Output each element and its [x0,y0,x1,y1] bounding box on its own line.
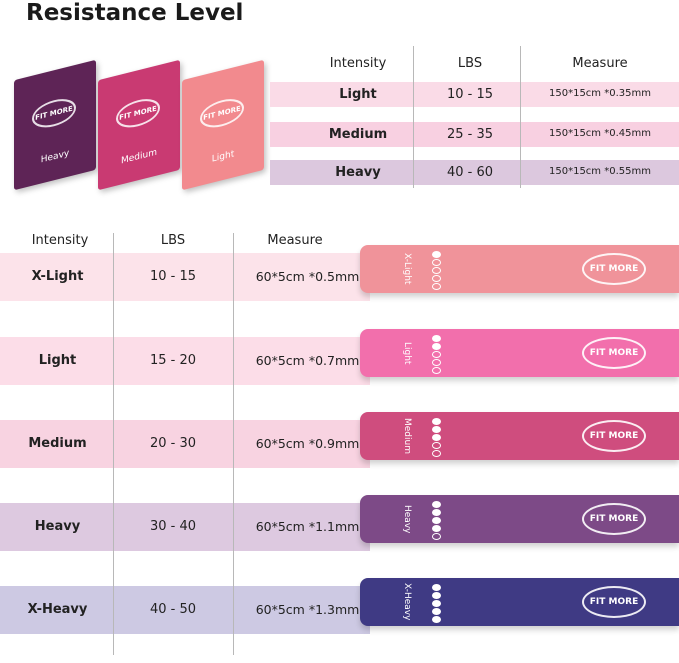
intensity-cell: Medium [328,127,388,142]
lbs-cell: 20 - 30 [149,436,197,451]
page-title: Resistance Level [26,0,244,26]
fit-more-logo: FIT MORE [116,94,160,132]
loop-band-label: X-Heavy [402,583,412,621]
level-dot-icon [432,251,441,258]
column-divider [233,233,234,655]
intensity-cell: Light [38,353,77,368]
table-row-band [0,337,370,385]
fit-more-logo: FIT MORE [582,253,646,285]
column-header: Intensity [329,56,387,71]
level-dot-icon [432,275,441,282]
loop-band-label: Heavy [402,504,412,534]
level-dot-icon [432,501,441,508]
level-dot-icon [432,592,441,599]
lbs-cell: 10 - 15 [149,269,197,284]
intensity-cell: Heavy [335,165,381,180]
resistance-level-dots [432,335,441,374]
table-row-band [270,122,679,147]
lbs-cell: 40 - 60 [446,165,494,180]
loop-band: X-Heavy FIT MORE [360,578,679,626]
measure-cell: 60*5cm *1.1mm [255,519,360,534]
level-dot-icon [432,335,441,342]
lbs-cell: 30 - 40 [149,519,197,534]
lbs-cell: 40 - 50 [149,602,197,617]
sheet-label: Heavy [40,148,70,166]
fit-more-logo: FIT MORE [582,503,646,535]
sheet-label: Medium [121,147,157,167]
measure-cell: 60*5cm *0.5mm [255,269,360,284]
band-sheet: FIT MORE Light [182,59,264,191]
loop-band: Light FIT MORE [360,329,679,377]
lbs-cell: 25 - 35 [446,127,494,142]
level-dot-icon [432,343,441,350]
intensity-cell: Heavy [34,519,81,534]
sheet-label: Light [211,149,235,165]
measure-cell: 150*15cm *0.55mm [549,166,651,177]
column-divider [520,46,521,188]
band-sheet: FIT MORE Heavy [14,59,96,191]
fit-more-logo: FIT MORE [582,337,646,369]
table-row-band [270,160,679,185]
intensity-cell: Light [339,87,377,102]
loop-band: X-Light FIT MORE [360,245,679,293]
level-dot-icon [432,600,441,607]
level-dot-icon [432,351,441,358]
band-sheet: FIT MORE Medium [98,59,180,191]
level-dot-icon [432,450,441,457]
lbs-cell: 15 - 20 [149,353,197,368]
level-dot-icon [432,259,441,266]
measure-cell: 150*15cm *0.45mm [549,128,651,139]
level-dot-icon [432,584,441,591]
level-dot-icon [432,509,441,516]
level-dot-icon [432,283,441,290]
column-header: Measure [267,233,323,248]
level-dot-icon [432,267,441,274]
intensity-cell: X-Heavy [27,602,88,617]
fit-more-logo: FIT MORE [32,94,76,132]
loop-band: Heavy FIT MORE [360,495,679,543]
table-row-band [0,253,370,301]
level-dot-icon [432,533,441,540]
column-header: LBS [457,56,483,71]
table-row-band [0,420,370,468]
fit-more-logo: FIT MORE [582,586,646,618]
column-divider [413,46,414,188]
intensity-cell: Medium [28,436,87,451]
level-dot-icon [432,434,441,441]
column-header: Intensity [31,233,89,248]
resistance-level-dots [432,584,441,623]
level-dot-icon [432,525,441,532]
lbs-cell: 10 - 15 [446,87,494,102]
fit-more-logo: FIT MORE [200,94,244,132]
column-divider [113,233,114,655]
measure-cell: 60*5cm *0.9mm [255,436,360,451]
measure-cell: 150*15cm *0.35mm [549,88,651,99]
column-header: Measure [572,56,628,71]
table-row-band [270,82,679,107]
measure-cell: 60*5cm *1.3mm [255,602,360,617]
resistance-level-dots [432,251,441,290]
intensity-cell: X-Light [31,269,84,284]
level-dot-icon [432,616,441,623]
loop-band: Medium FIT MORE [360,412,679,460]
level-dot-icon [432,367,441,374]
level-dot-icon [432,426,441,433]
level-dot-icon [432,517,441,524]
loop-band-label: Medium [402,418,412,454]
fit-more-logo: FIT MORE [582,420,646,452]
loop-band-label: Light [402,341,412,365]
level-dot-icon [432,442,441,449]
level-dot-icon [432,359,441,366]
column-header: LBS [160,233,186,248]
level-dot-icon [432,418,441,425]
table-row-band [0,586,370,634]
resistance-level-dots [432,501,441,540]
measure-cell: 60*5cm *0.7mm [255,353,360,368]
table-row-band [0,503,370,551]
level-dot-icon [432,608,441,615]
resistance-level-dots [432,418,441,457]
loop-band-label: X-Light [402,253,412,285]
